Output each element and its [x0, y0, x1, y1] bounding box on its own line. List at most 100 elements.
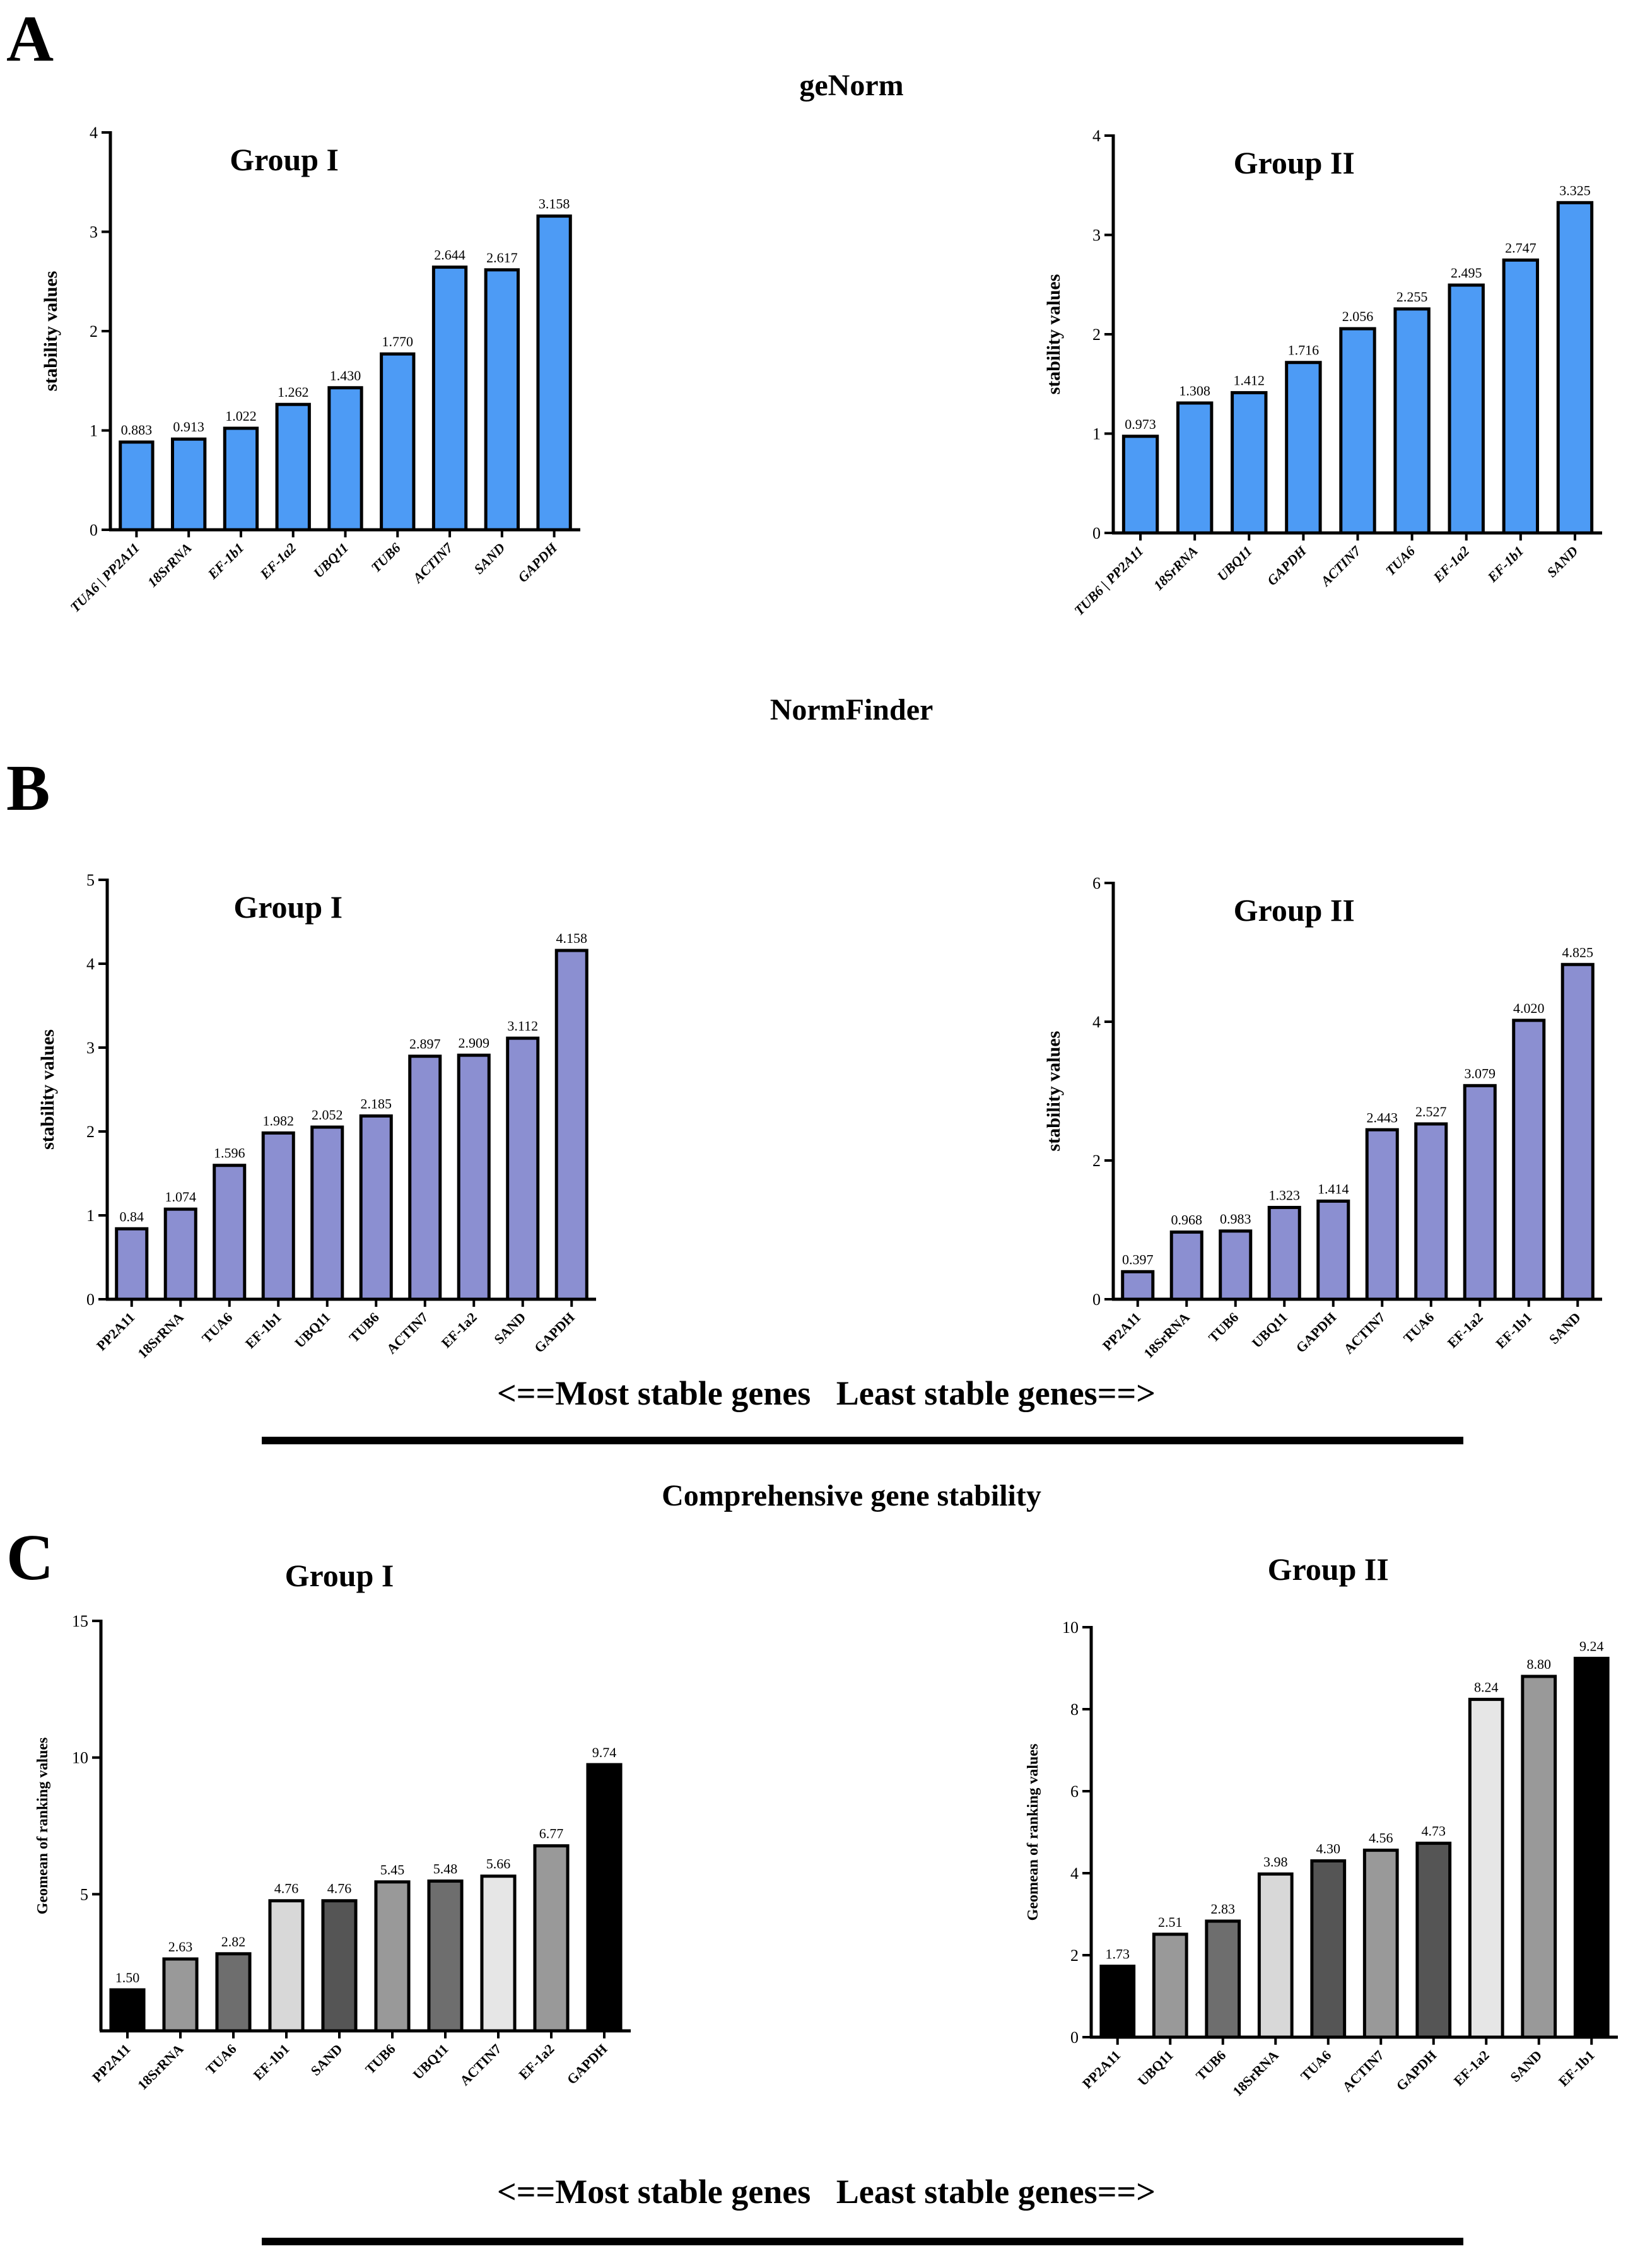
- panel-letter-c: C: [6, 1521, 54, 1594]
- c2-bar: [1099, 1965, 1136, 2039]
- b2-value-label: 1.414: [1318, 1181, 1349, 1196]
- b1-ytick-label: 4: [86, 955, 95, 973]
- c2-category-label: EF-1a2: [1451, 2047, 1492, 2089]
- a1-bar: [431, 266, 468, 532]
- c1-value-label: 5.48: [433, 1861, 458, 1877]
- b1-ytick-label: 5: [86, 871, 95, 889]
- a1-value-label: 3.158: [539, 196, 570, 212]
- c1-bar: [268, 1899, 305, 2033]
- b2-bar: [1365, 1128, 1399, 1301]
- c2-ytick-label: 8: [1070, 1700, 1079, 1719]
- c1-value-label: 1.50: [115, 1970, 140, 1985]
- c2-category-label: EF-1b1: [1555, 2047, 1598, 2090]
- b2-ytick-label: 0: [1092, 1290, 1101, 1309]
- b1-ytick-label: 3: [86, 1039, 95, 1057]
- b2-value-label: 4.020: [1513, 1000, 1545, 1016]
- b2-ylabel: stability values: [1043, 1031, 1064, 1152]
- a2-ylabel: stability values: [1043, 274, 1064, 395]
- b1-bar: [554, 949, 588, 1301]
- a2-bar: [1502, 258, 1540, 535]
- a1-ytick-label: 4: [90, 124, 98, 142]
- b2-title: Group II: [1234, 892, 1355, 928]
- b1-value-label: 4.158: [556, 930, 588, 946]
- b2-ytick-label: 6: [1092, 874, 1101, 892]
- b2-bar: [1463, 1084, 1497, 1301]
- b1-ylabel: stability values: [37, 1029, 58, 1150]
- c1-bar: [586, 1763, 623, 2033]
- c2-category-label: SAND: [1507, 2047, 1545, 2085]
- a2-ytick-label: 4: [1092, 127, 1101, 145]
- c2-category-label: 18SrRNA: [1229, 2047, 1282, 2100]
- a2-ytick-label: 0: [1092, 524, 1101, 542]
- b1-value-label: 2.909: [459, 1035, 490, 1051]
- c1-bar: [109, 1988, 146, 2033]
- c2-value-label: 8.80: [1527, 1656, 1552, 1672]
- b2-value-label: 0.968: [1171, 1212, 1203, 1228]
- a1-bar: [536, 214, 572, 532]
- a2-bar: [1285, 361, 1322, 535]
- b2-bar: [1267, 1205, 1301, 1301]
- b1-bar: [457, 1053, 491, 1301]
- a2-value-label: 2.747: [1505, 240, 1537, 255]
- genorm-title: geNorm: [799, 69, 904, 102]
- b1-value-label: 2.052: [312, 1107, 343, 1123]
- b1-value-label: 3.112: [507, 1018, 538, 1034]
- c1-ytick-label: 5: [80, 1885, 88, 1903]
- c1-bar: [427, 1879, 464, 2033]
- c1-value-label: 6.77: [539, 1826, 564, 1842]
- c2-bar: [1205, 1919, 1241, 2039]
- c1-value-label: 5.45: [380, 1862, 405, 1878]
- b1-bar: [115, 1227, 149, 1301]
- c1-value-label: 2.82: [221, 1934, 246, 1949]
- c2-value-label: 9.24: [1579, 1638, 1604, 1654]
- a2-value-label: 2.056: [1342, 308, 1374, 324]
- b1-title: Group I: [233, 889, 342, 925]
- b1-value-label: 2.897: [409, 1036, 441, 1052]
- c2-bar: [1362, 1849, 1399, 2039]
- comprehensive-title: Comprehensive gene stability: [662, 1479, 1041, 1512]
- a2-ytick-label: 2: [1092, 325, 1101, 344]
- c1-ytick-label: 15: [72, 1612, 88, 1630]
- c2-category-label: UBQ11: [1135, 2047, 1176, 2089]
- c2-bar: [1152, 1932, 1188, 2039]
- b1-ytick-label: 0: [86, 1290, 95, 1309]
- a2-value-label: 2.255: [1396, 289, 1428, 305]
- a2-bar: [1448, 283, 1485, 535]
- c2-category-label: GAPDH: [1393, 2047, 1439, 2094]
- c1-value-label: 5.66: [486, 1856, 511, 1872]
- stability-direction-label-2: <==Most stable genes Least stable genes=…: [496, 2173, 1156, 2211]
- c2-value-label: 3.98: [1263, 1854, 1288, 1869]
- a1-value-label: 1.430: [330, 368, 361, 383]
- c2-ylabel: Geomean of ranking values: [1025, 1744, 1041, 1921]
- a2-ytick-label: 1: [1092, 425, 1101, 443]
- a1-bar: [275, 402, 311, 532]
- a1-ytick-label: 1: [90, 422, 98, 440]
- c2-category-label: PP2A11: [1079, 2047, 1123, 2091]
- a1-bar: [484, 268, 520, 532]
- a1-value-label: 1.262: [278, 384, 309, 400]
- c2-category-label: TUB6: [1193, 2047, 1229, 2083]
- c2-ytick-label: 6: [1070, 1782, 1079, 1801]
- b2-bar: [1512, 1019, 1546, 1301]
- a1-bar: [171, 437, 207, 532]
- c2-ytick-label: 4: [1070, 1864, 1079, 1883]
- c2-bar: [1310, 1859, 1347, 2039]
- a2-value-label: 1.716: [1288, 342, 1320, 358]
- c2-bar: [1521, 1675, 1557, 2039]
- normfinder-title: NormFinder: [770, 693, 934, 727]
- divider-rule-1: [262, 1437, 1463, 1444]
- b1-bar: [310, 1125, 344, 1301]
- c2-bar: [1415, 1842, 1452, 2039]
- divider-rule-2: [262, 2238, 1463, 2245]
- a2-value-label: 2.495: [1451, 265, 1482, 281]
- a1-ytick-label: 2: [90, 322, 98, 341]
- a1-title: Group I: [230, 142, 339, 177]
- b2-value-label: 4.825: [1562, 944, 1594, 960]
- c2-value-label: 8.24: [1474, 1679, 1499, 1695]
- a2-value-label: 1.412: [1234, 373, 1265, 389]
- c1-value-label: 4.76: [327, 1881, 352, 1897]
